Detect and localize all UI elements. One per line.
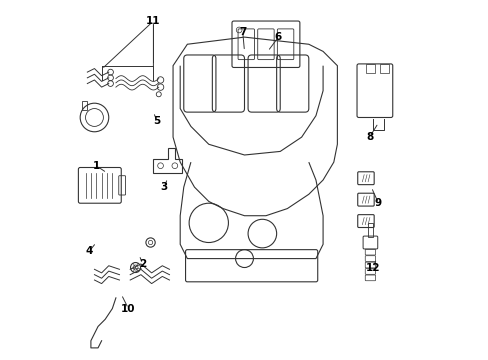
Text: 6: 6 [274,32,282,42]
Text: 5: 5 [153,116,160,126]
Text: 1: 1 [92,161,100,171]
Text: 10: 10 [121,303,135,314]
Text: 11: 11 [146,16,161,26]
Bar [367,223,372,237]
Text: 4: 4 [85,247,93,256]
Text: 3: 3 [160,182,167,192]
Text: 2: 2 [139,259,146,269]
Bar [380,64,388,73]
Text: 9: 9 [374,198,381,208]
Bar [365,64,374,73]
Text: 8: 8 [365,132,372,142]
Text: 7: 7 [239,27,246,37]
Text: 12: 12 [365,262,380,273]
Bar [82,102,87,111]
